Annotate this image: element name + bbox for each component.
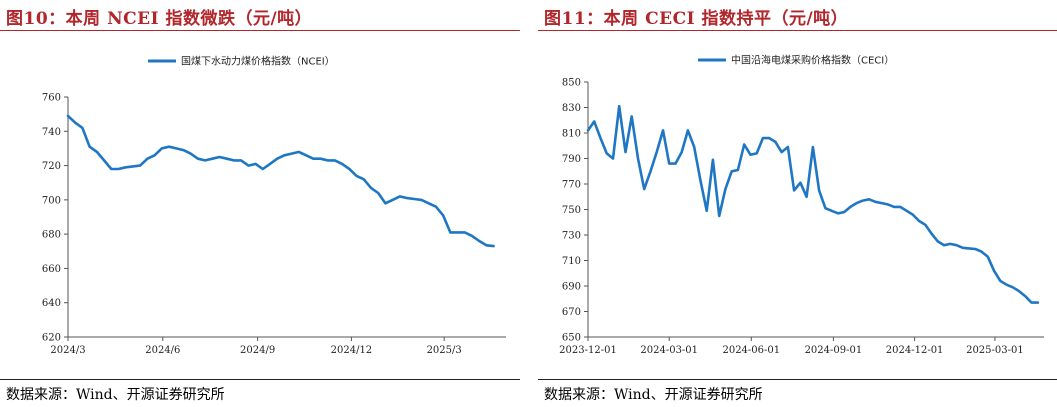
source-note: 数据来源：Wind、开源证券研究所 [544,387,763,403]
source-divider [0,379,520,380]
x-tick-label: 2024-12-01 [886,345,944,356]
x-tick-label: 2024/3 [50,345,85,356]
y-tick-label: 710 [562,256,581,267]
legend-label: 国煤下水动力煤价格指数（NCEI） [181,55,335,68]
y-tick-label: 690 [562,282,581,293]
series-line [66,114,495,248]
title-divider [0,30,520,31]
x-tick-label: 2024/12 [331,345,373,356]
y-tick-label: 790 [562,154,581,165]
y-tick-label: 640 [42,298,61,309]
ncei-chart-panel: 图10：本周 NCEI 指数微跌（元/吨） 620 640 660 680 700 720… [0,0,520,407]
ceci-chart-panel: 图11：本周 CECI 指数持平（元/吨） 650 670 690 710 730 750… [538,0,1057,407]
ceci-line-chart: 650 670 690 710 730 750 770 790 810 830 850 2023-12… [559,54,1044,356]
y-tick-label: 650 [562,333,581,344]
y-tick-label: 810 [562,129,581,140]
source-divider [538,379,1057,380]
chart-title: 图10：本周 NCEI 指数微跌（元/吨） [6,9,313,29]
x-tick-label: 2025/3 [427,345,462,356]
y-tick-label: 620 [42,333,61,344]
x-tick-label: 2023-12-01 [559,345,617,356]
chart-title: 图11：本周 CECI 指数持平（元/吨） [544,9,849,29]
series-line [586,104,1040,304]
legend-label: 中国沿海电煤采购价格指数（CECI） [731,54,894,67]
y-tick-label: 760 [42,93,61,104]
x-tick-label: 2024/9 [240,345,275,356]
y-tick-label: 740 [42,127,61,138]
x-tick-label: 2025-03-01 [966,345,1024,356]
y-tick-label: 730 [562,231,581,242]
y-tick-label: 700 [42,195,61,206]
y-tick-label: 770 [562,180,581,191]
y-tick-label: 670 [562,307,581,318]
y-tick-label: 850 [562,78,581,89]
y-tick-label: 720 [42,161,61,172]
x-tick-label: 2024-09-01 [805,345,863,356]
y-tick-label: 830 [562,103,581,114]
y-tick-label: 750 [562,205,581,216]
title-divider [538,30,1057,31]
source-note: 数据来源：Wind、开源证券研究所 [6,387,225,403]
x-tick-label: 2024/6 [145,345,180,356]
x-tick-label: 2024-03-01 [640,345,698,356]
x-tick-label: 2024-06-01 [722,345,780,356]
ncei-line-chart: 620 640 660 680 700 720 740 760 2024/3 2024/6 2024… [42,55,506,356]
y-tick-label: 660 [42,264,61,275]
y-tick-label: 680 [42,230,61,241]
